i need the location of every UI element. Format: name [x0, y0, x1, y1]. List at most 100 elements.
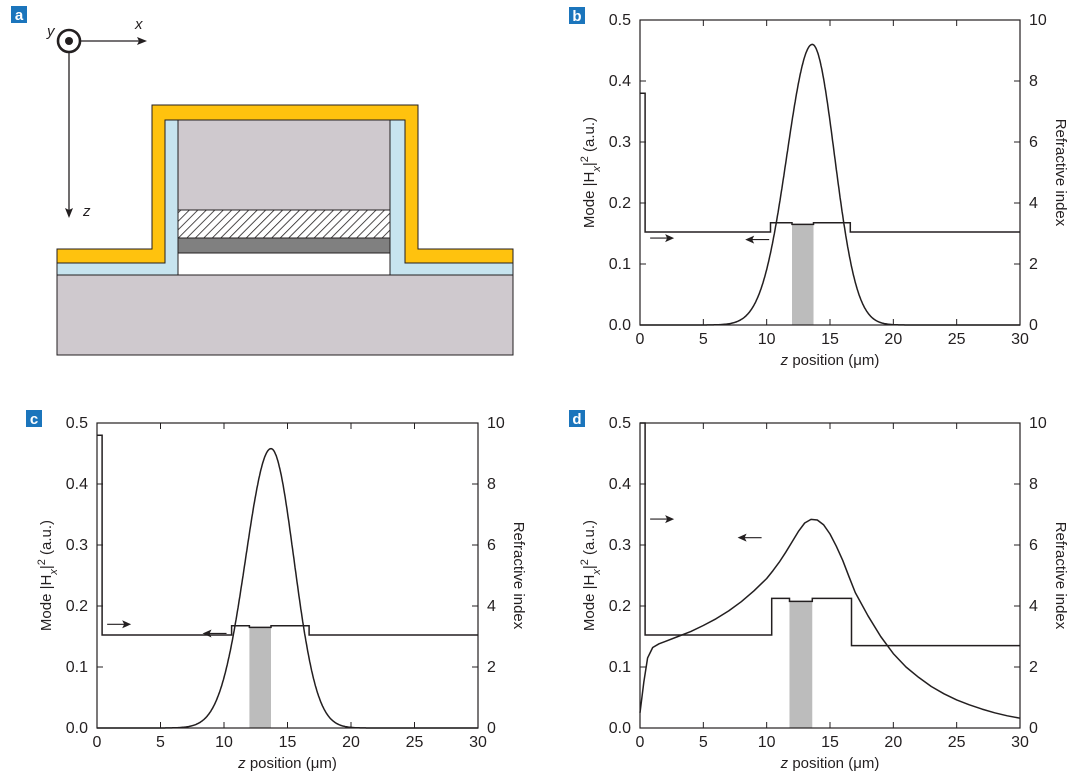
y2-tick-label: 4 [1029, 195, 1038, 212]
x-tick-label: 30 [1011, 331, 1029, 348]
x-tick-label: 5 [699, 331, 708, 348]
plot-frame [96, 422, 479, 729]
panel-b-chart: b0 5 10 15 20 25 300.00.10.20.30.40.50246810z … [569, 7, 1069, 369]
y-tick-label: 0.4 [609, 476, 631, 493]
y-tick-label: 0.1 [66, 659, 88, 676]
x-tick-label: 15 [279, 734, 297, 751]
y2-tick-label: 0 [487, 720, 496, 737]
y-tick-label: 0.4 [66, 476, 88, 493]
x-tick-label: 15 [821, 331, 839, 348]
x-tick-label: 25 [406, 734, 424, 751]
y-tick-label: 0.0 [609, 720, 631, 737]
panel-b-label: b [572, 8, 581, 25]
x-tick-label: 10 [758, 331, 776, 348]
x-tick-label: 30 [1011, 734, 1029, 751]
y2-tick-label: 0 [1029, 317, 1038, 334]
refractive-index-line [640, 92, 1020, 233]
plot-frame [639, 19, 1021, 326]
x-axis-label: z position (μm) [780, 755, 880, 772]
panel-b-label-box [569, 7, 585, 24]
y-axis-label: y [46, 23, 56, 40]
x-tick-label: 0 [636, 331, 645, 348]
refractive-index-line [640, 422, 1020, 647]
y2-tick-label: 6 [487, 537, 496, 554]
x-axis-label: z position (μm) [237, 755, 337, 772]
y-tick-label: 0.1 [609, 256, 631, 273]
arrow-left-icon [745, 235, 755, 244]
x-tick-label: 30 [469, 734, 487, 751]
y2-tick-label: 2 [1029, 659, 1038, 676]
arrow-right-icon [122, 620, 132, 629]
y2-axis-label: Refractive index [510, 522, 527, 630]
y2-tick-label: 8 [487, 476, 496, 493]
y2-tick-label: 8 [1029, 73, 1038, 90]
coordinate-axes: y x z [46, 16, 147, 220]
x-axis-label: x [134, 16, 143, 33]
y2-tick-label: 0 [1029, 720, 1038, 737]
panel-a-label: a [15, 7, 24, 24]
y-tick-label: 0.5 [66, 415, 88, 432]
panel-d-label-box [569, 410, 585, 427]
x-tick-label: 25 [948, 331, 966, 348]
x-axis-arrowhead-icon [137, 37, 147, 45]
x-tick-label: 25 [948, 734, 966, 751]
mode-profile-line [639, 43, 1021, 326]
y-tick-label: 0.0 [609, 317, 631, 334]
panel-d-label: d [572, 411, 581, 428]
arrow-left-icon [202, 629, 212, 638]
y2-tick-label: 2 [1029, 256, 1038, 273]
y2-tick-label: 10 [1029, 12, 1047, 29]
y-axis-label: Mode |Hx|2 (a.u.) [36, 520, 60, 631]
y2-tick-label: 4 [487, 598, 496, 615]
y2-tick-label: 2 [487, 659, 496, 676]
y2-tick-label: 6 [1029, 537, 1038, 554]
x-tick-label: 5 [699, 734, 708, 751]
arrow-left-icon [737, 533, 747, 542]
x-tick-label: 20 [884, 734, 902, 751]
mode-profile-line [96, 447, 479, 729]
x-tick-label: 10 [215, 734, 233, 751]
y-tick-label: 0.3 [66, 537, 88, 554]
substrate [56, 274, 514, 356]
refractive-index-line [97, 434, 478, 636]
y-tick-label: 0.5 [609, 12, 631, 29]
z-axis-label: z [82, 203, 91, 220]
y2-axis-label: Refractive index [1052, 119, 1069, 227]
y2-tick-label: 8 [1029, 476, 1038, 493]
x-tick-label: 15 [821, 734, 839, 751]
y-tick-label: 0.2 [609, 598, 631, 615]
active-region-hatched [177, 209, 391, 239]
y2-tick-label: 4 [1029, 598, 1038, 615]
panel-d-chart: d0 5 10 15 20 25 300.00.10.20.30.40.50246810z … [569, 410, 1069, 772]
y-tick-label: 0.5 [609, 415, 631, 432]
contact-layer [177, 237, 391, 254]
x-tick-label: 20 [342, 734, 360, 751]
panel-a-schematic: a y x z [11, 6, 514, 356]
y2-tick-label: 6 [1029, 134, 1038, 151]
y2-axis-label: Refractive index [1052, 522, 1069, 630]
y-tick-label: 0.1 [609, 659, 631, 676]
panel-c-label: c [30, 411, 38, 428]
x-tick-label: 5 [156, 734, 165, 751]
y2-tick-label: 10 [487, 415, 505, 432]
y-tick-label: 0.4 [609, 73, 631, 90]
y-tick-label: 0.3 [609, 537, 631, 554]
panel-c-chart: c0 5 10 15 20 25 300.00.10.20.30.40.50246810z … [26, 410, 527, 772]
y-tick-label: 0.2 [609, 195, 631, 212]
arrow-right-icon [665, 515, 675, 524]
x-tick-label: 0 [636, 734, 645, 751]
panel-a-label-box [11, 6, 27, 23]
arrow-right-icon [665, 234, 675, 243]
active-region-band [792, 224, 814, 325]
panel-c-label-box [26, 410, 42, 427]
mode-profile-line [639, 518, 1021, 719]
active-region-band [789, 601, 813, 728]
x-tick-label: 0 [93, 734, 102, 751]
y-tick-label: 0.0 [66, 720, 88, 737]
y-axis-dot [65, 37, 73, 45]
active-region-band [249, 627, 271, 728]
x-axis-label: z position (μm) [780, 352, 880, 369]
gold-metal-layer [56, 104, 514, 264]
y-tick-label: 0.2 [66, 598, 88, 615]
